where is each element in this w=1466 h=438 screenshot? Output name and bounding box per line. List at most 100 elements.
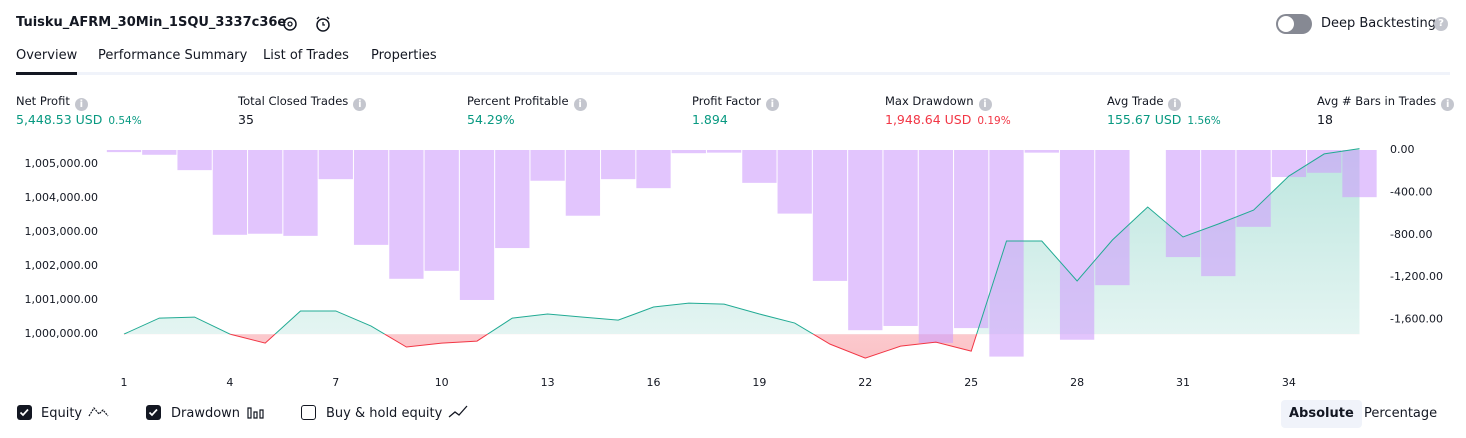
info-icon[interactable]: i	[353, 98, 367, 111]
metric-label: Max Drawdown i	[885, 94, 992, 111]
y-tick-label: 1,001,000.00	[25, 293, 98, 306]
y-tick-label: 1,005,000.00	[25, 157, 98, 170]
drawdown-bar	[1236, 150, 1271, 227]
drawdown-bar	[389, 150, 424, 279]
metric-value: 54.29%	[467, 112, 515, 127]
legend-icon	[247, 407, 264, 419]
tab[interactable]: Performance Summary	[98, 48, 248, 63]
drawdown-bar	[495, 150, 530, 249]
scale-mode-button[interactable]: Percentage	[1364, 406, 1438, 421]
y2-tick-label: 0.00	[1390, 143, 1415, 156]
metric-label: Avg # Bars in Trades i	[1317, 94, 1455, 111]
metric-value-text: 5,448.53 USD	[16, 112, 103, 127]
legend-checkbox[interactable]	[146, 405, 161, 420]
metric-value-text: 54.29%	[467, 112, 515, 127]
info-icon[interactable]: i	[1168, 98, 1182, 111]
legend-label: Buy & hold equity	[326, 406, 443, 421]
tab-underline	[16, 72, 77, 75]
x-tick-label: 7	[332, 376, 339, 389]
tab[interactable]: List of Trades	[263, 48, 349, 63]
metric-label-text: Percent Profitable	[467, 94, 569, 108]
metric-value-text: 155.67 USD	[1107, 112, 1182, 127]
metric-label-text: Max Drawdown	[885, 94, 974, 108]
check	[19, 408, 29, 417]
metric-label-text: Avg Trade	[1107, 94, 1164, 108]
chart: 1,005,000.00 1,004,000.00 1,003,000.00 1,00…	[25, 143, 1443, 389]
tab-rule	[16, 72, 1450, 75]
y-tick-label: 1,004,000.00	[25, 191, 98, 204]
drawdown-bar	[742, 150, 777, 183]
drawdown-bar	[1165, 150, 1201, 258]
y-tick-label: 1,002,000.00	[25, 259, 98, 272]
legend-checkbox[interactable]	[301, 405, 316, 420]
scale-mode-button[interactable]: Absolute	[1281, 400, 1362, 428]
info-icon[interactable]: i	[74, 98, 88, 111]
metric-pct: 0.19%	[977, 115, 1011, 127]
metric-value: 1.894	[692, 112, 728, 127]
metric-pct: 1.56%	[1187, 115, 1221, 127]
tab[interactable]: Overview	[16, 48, 78, 63]
drawdown-bar	[1342, 150, 1377, 198]
info-icon[interactable]: i	[573, 98, 587, 111]
deep-backtesting-toggle[interactable]	[1276, 14, 1312, 34]
metric-value: 35	[238, 112, 254, 127]
drawdown-bar	[883, 150, 918, 326]
metric-label: Percent Profitable i	[467, 94, 587, 111]
legend-label: Equity	[41, 406, 83, 421]
drawdown-bar	[212, 150, 248, 235]
drawdown-bar	[601, 150, 636, 180]
legend-icon	[88, 406, 109, 417]
drawdown-bar	[248, 150, 283, 234]
help-icon[interactable]: ?	[1434, 17, 1448, 31]
drawdown-bar	[565, 150, 601, 216]
drawdown-bar	[706, 150, 742, 153]
drawdown-bar	[636, 150, 671, 189]
toggle-label: Deep Backtesting	[1321, 16, 1437, 31]
header-icons[interactable]	[281, 14, 341, 34]
drawdown-bar	[353, 150, 389, 245]
legend-checkbox[interactable]	[17, 405, 32, 420]
drawdown-bar	[424, 150, 459, 271]
x-tick-label: 28	[1070, 376, 1084, 389]
drawdown-bar	[318, 150, 353, 180]
check	[148, 408, 158, 417]
metric-value: 18	[1317, 112, 1333, 127]
drawdown-bar	[142, 150, 177, 155]
strategy-title: Tuisku_AFRM_30Min_1SQU_3337c36e	[16, 15, 287, 30]
metric-label: Total Closed Trades i	[238, 94, 367, 111]
x-tick-label: 10	[435, 376, 449, 389]
metric-label-text: Total Closed Trades	[238, 94, 349, 108]
info-icon[interactable]: i	[1441, 98, 1455, 111]
metric-label-text: Avg # Bars in Trades	[1317, 94, 1437, 108]
drawdown-bar	[954, 150, 989, 329]
info-icon[interactable]: i	[765, 98, 779, 111]
info-icon[interactable]: i	[978, 98, 992, 111]
metric-value-text: 18	[1317, 112, 1333, 127]
tab[interactable]: Properties	[371, 48, 437, 63]
x-tick-label: 25	[964, 376, 978, 389]
drawdown-bar	[530, 150, 565, 181]
y2-tick-label: -400.00	[1390, 185, 1432, 198]
y-tick-label: 1,000,000.00	[25, 327, 98, 340]
legend-label: Drawdown	[171, 406, 241, 421]
drawdown-bar	[989, 150, 1024, 357]
metric-pct: 0.54%	[108, 115, 142, 127]
drawdown-bar	[777, 150, 812, 214]
drawdown-bar	[1271, 150, 1307, 178]
drawdown-bar	[1201, 150, 1236, 277]
y-tick-label: 1,003,000.00	[25, 225, 98, 238]
y2-tick-label: -800.00	[1390, 228, 1432, 241]
drawdown-bar	[1059, 150, 1095, 340]
x-tick-label: 34	[1282, 376, 1296, 389]
equity-area	[124, 148, 1360, 335]
equity-area	[229, 334, 977, 359]
drawdown-bar	[671, 150, 706, 154]
drawdown-bar	[459, 150, 495, 300]
x-tick-label: 19	[752, 376, 766, 389]
metric-label-text: Profit Factor	[692, 94, 761, 108]
equity-line	[123, 148, 1360, 335]
metric-label-text: Net Profit	[16, 94, 70, 108]
drawdown-bar	[283, 150, 318, 236]
metric-label: Avg Trade i	[1107, 94, 1182, 111]
